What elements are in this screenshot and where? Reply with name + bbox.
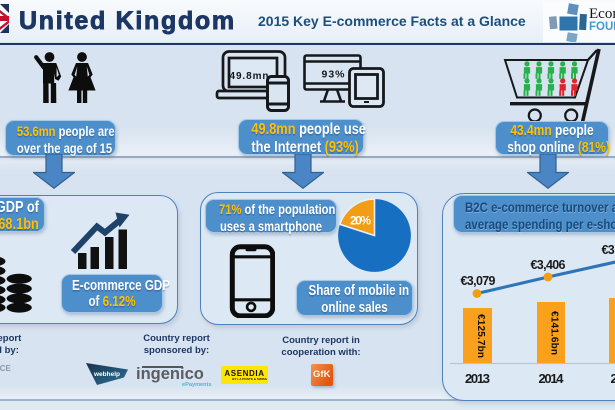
svg-text:€3,079: €3,079 <box>461 274 496 288</box>
svg-text:49.8mn: 49.8mn <box>230 71 269 82</box>
svg-text:€3,406: €3,406 <box>531 258 566 272</box>
svg-text:2015: 2015 <box>611 371 615 386</box>
svg-text:93%: 93% <box>322 69 346 81</box>
svg-text:webhelp: webhelp <box>93 371 120 378</box>
svg-text:20%: 20% <box>350 214 371 228</box>
svg-text:2014: 2014 <box>539 371 565 386</box>
svg-text:€3,756: €3,756 <box>602 243 615 257</box>
svg-text:€125.7bn: €125.7bn <box>475 314 486 358</box>
svg-text:2013: 2013 <box>465 371 490 386</box>
svg-text:€141.6bn: €141.6bn <box>549 311 560 355</box>
